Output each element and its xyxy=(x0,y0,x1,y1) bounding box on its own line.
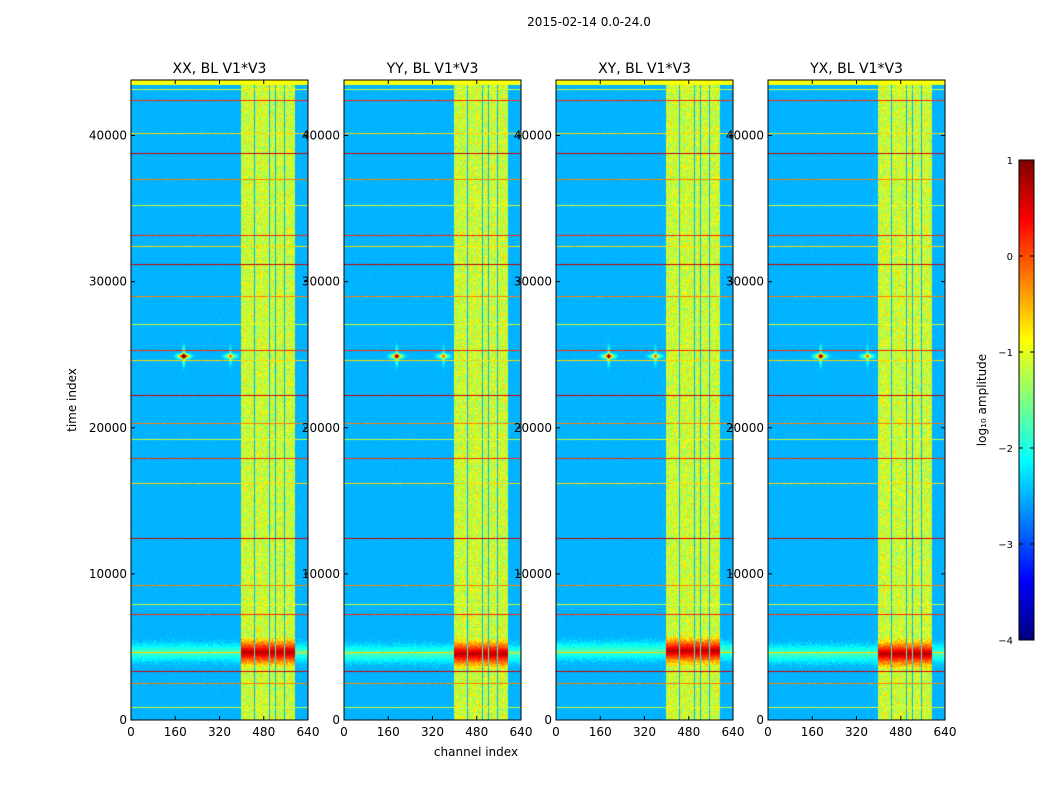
x-tick-label: 0 xyxy=(340,725,348,739)
x-tick-label: 480 xyxy=(465,725,488,739)
panel-3: YX, BL V1*V3 0 160 320 480 640 0 10000 20000 3000… xyxy=(726,61,957,739)
y-tick-label: 30000 xyxy=(514,275,552,289)
y-tick-label: 10000 xyxy=(89,567,127,581)
x-tick-label: 480 xyxy=(677,725,700,739)
panel-title: YX, BL V1*V3 xyxy=(809,61,903,77)
y-tick-label: 20000 xyxy=(89,421,127,435)
panels: XX, BL V1*V3 0 160 320 480 640 0 10000 20000 3000… xyxy=(89,61,957,739)
y-tick-label: 30000 xyxy=(89,275,127,289)
x-tick-label: 320 xyxy=(421,725,444,739)
y-tick-label: 0 xyxy=(756,713,764,727)
x-tick-label: 640 xyxy=(934,725,957,739)
colorbar-tick-label: −3 xyxy=(998,540,1013,551)
y-tick-label: 40000 xyxy=(514,129,552,143)
x-tick-label: 640 xyxy=(297,725,320,739)
colorbar-tick-label: −4 xyxy=(998,636,1013,647)
y-tick-label: 10000 xyxy=(302,567,340,581)
x-tick-label: 480 xyxy=(889,725,912,739)
panel-heatmap xyxy=(131,80,308,720)
x-tick-label: 0 xyxy=(764,725,772,739)
panel-title: YY, BL V1*V3 xyxy=(386,61,479,77)
x-tick-label: 160 xyxy=(801,725,824,739)
colorbar: 1 0 −1 −2 −3 −4 log₁₀ amplitude xyxy=(975,156,1035,647)
x-tick-label: 320 xyxy=(208,725,231,739)
colorbar-tick-label: 0 xyxy=(1007,252,1013,263)
panel-1: YY, BL V1*V3 0 160 320 480 640 0 10000 20000 3000… xyxy=(302,61,533,739)
y-tick-label: 40000 xyxy=(89,129,127,143)
x-tick-label: 160 xyxy=(377,725,400,739)
panel-title: XY, BL V1*V3 xyxy=(598,61,691,77)
colorbar-tick-label: −1 xyxy=(998,348,1013,359)
x-tick-label: 640 xyxy=(722,725,745,739)
y-tick-label: 20000 xyxy=(514,421,552,435)
y-tick-label: 30000 xyxy=(302,275,340,289)
x-tick-label: 320 xyxy=(633,725,656,739)
y-tick-label: 20000 xyxy=(302,421,340,435)
colorbar-tick-label: −2 xyxy=(998,444,1013,455)
figure-title: 2015-02-14 0.0-24.0 xyxy=(527,15,651,29)
y-tick-label: 20000 xyxy=(726,421,764,435)
y-tick-label: 30000 xyxy=(726,275,764,289)
panel-0: XX, BL V1*V3 0 160 320 480 640 0 10000 20000 3000… xyxy=(89,61,320,739)
x-tick-label: 0 xyxy=(127,725,135,739)
x-tick-label: 640 xyxy=(510,725,533,739)
y-tick-label: 40000 xyxy=(726,129,764,143)
x-tick-label: 160 xyxy=(589,725,612,739)
panel-heatmap xyxy=(768,80,945,720)
colorbar-ticks: 1 0 −1 −2 −3 −4 xyxy=(998,156,1034,647)
panel-heatmap xyxy=(344,80,521,720)
panel-title: XX, BL V1*V3 xyxy=(173,61,267,77)
colorbar-tick-label: 1 xyxy=(1007,156,1013,167)
y-tick-label: 40000 xyxy=(302,129,340,143)
y-axis-label: time index xyxy=(65,368,79,432)
y-tick-label: 0 xyxy=(544,713,552,727)
colorbar-gradient xyxy=(1018,159,1035,641)
x-tick-label: 480 xyxy=(252,725,275,739)
x-axis-label: channel index xyxy=(434,745,518,759)
x-tick-label: 320 xyxy=(845,725,868,739)
x-tick-label: 160 xyxy=(164,725,187,739)
panel-heatmap xyxy=(556,80,733,720)
y-tick-label: 0 xyxy=(332,713,340,727)
panel-2: XY, BL V1*V3 0 160 320 480 640 0 10000 20000 3000… xyxy=(514,61,745,739)
colorbar-label: log₁₀ amplitude xyxy=(975,354,989,446)
y-tick-label: 0 xyxy=(119,713,127,727)
x-tick-label: 0 xyxy=(552,725,560,739)
y-tick-label: 10000 xyxy=(514,567,552,581)
y-tick-label: 10000 xyxy=(726,567,764,581)
